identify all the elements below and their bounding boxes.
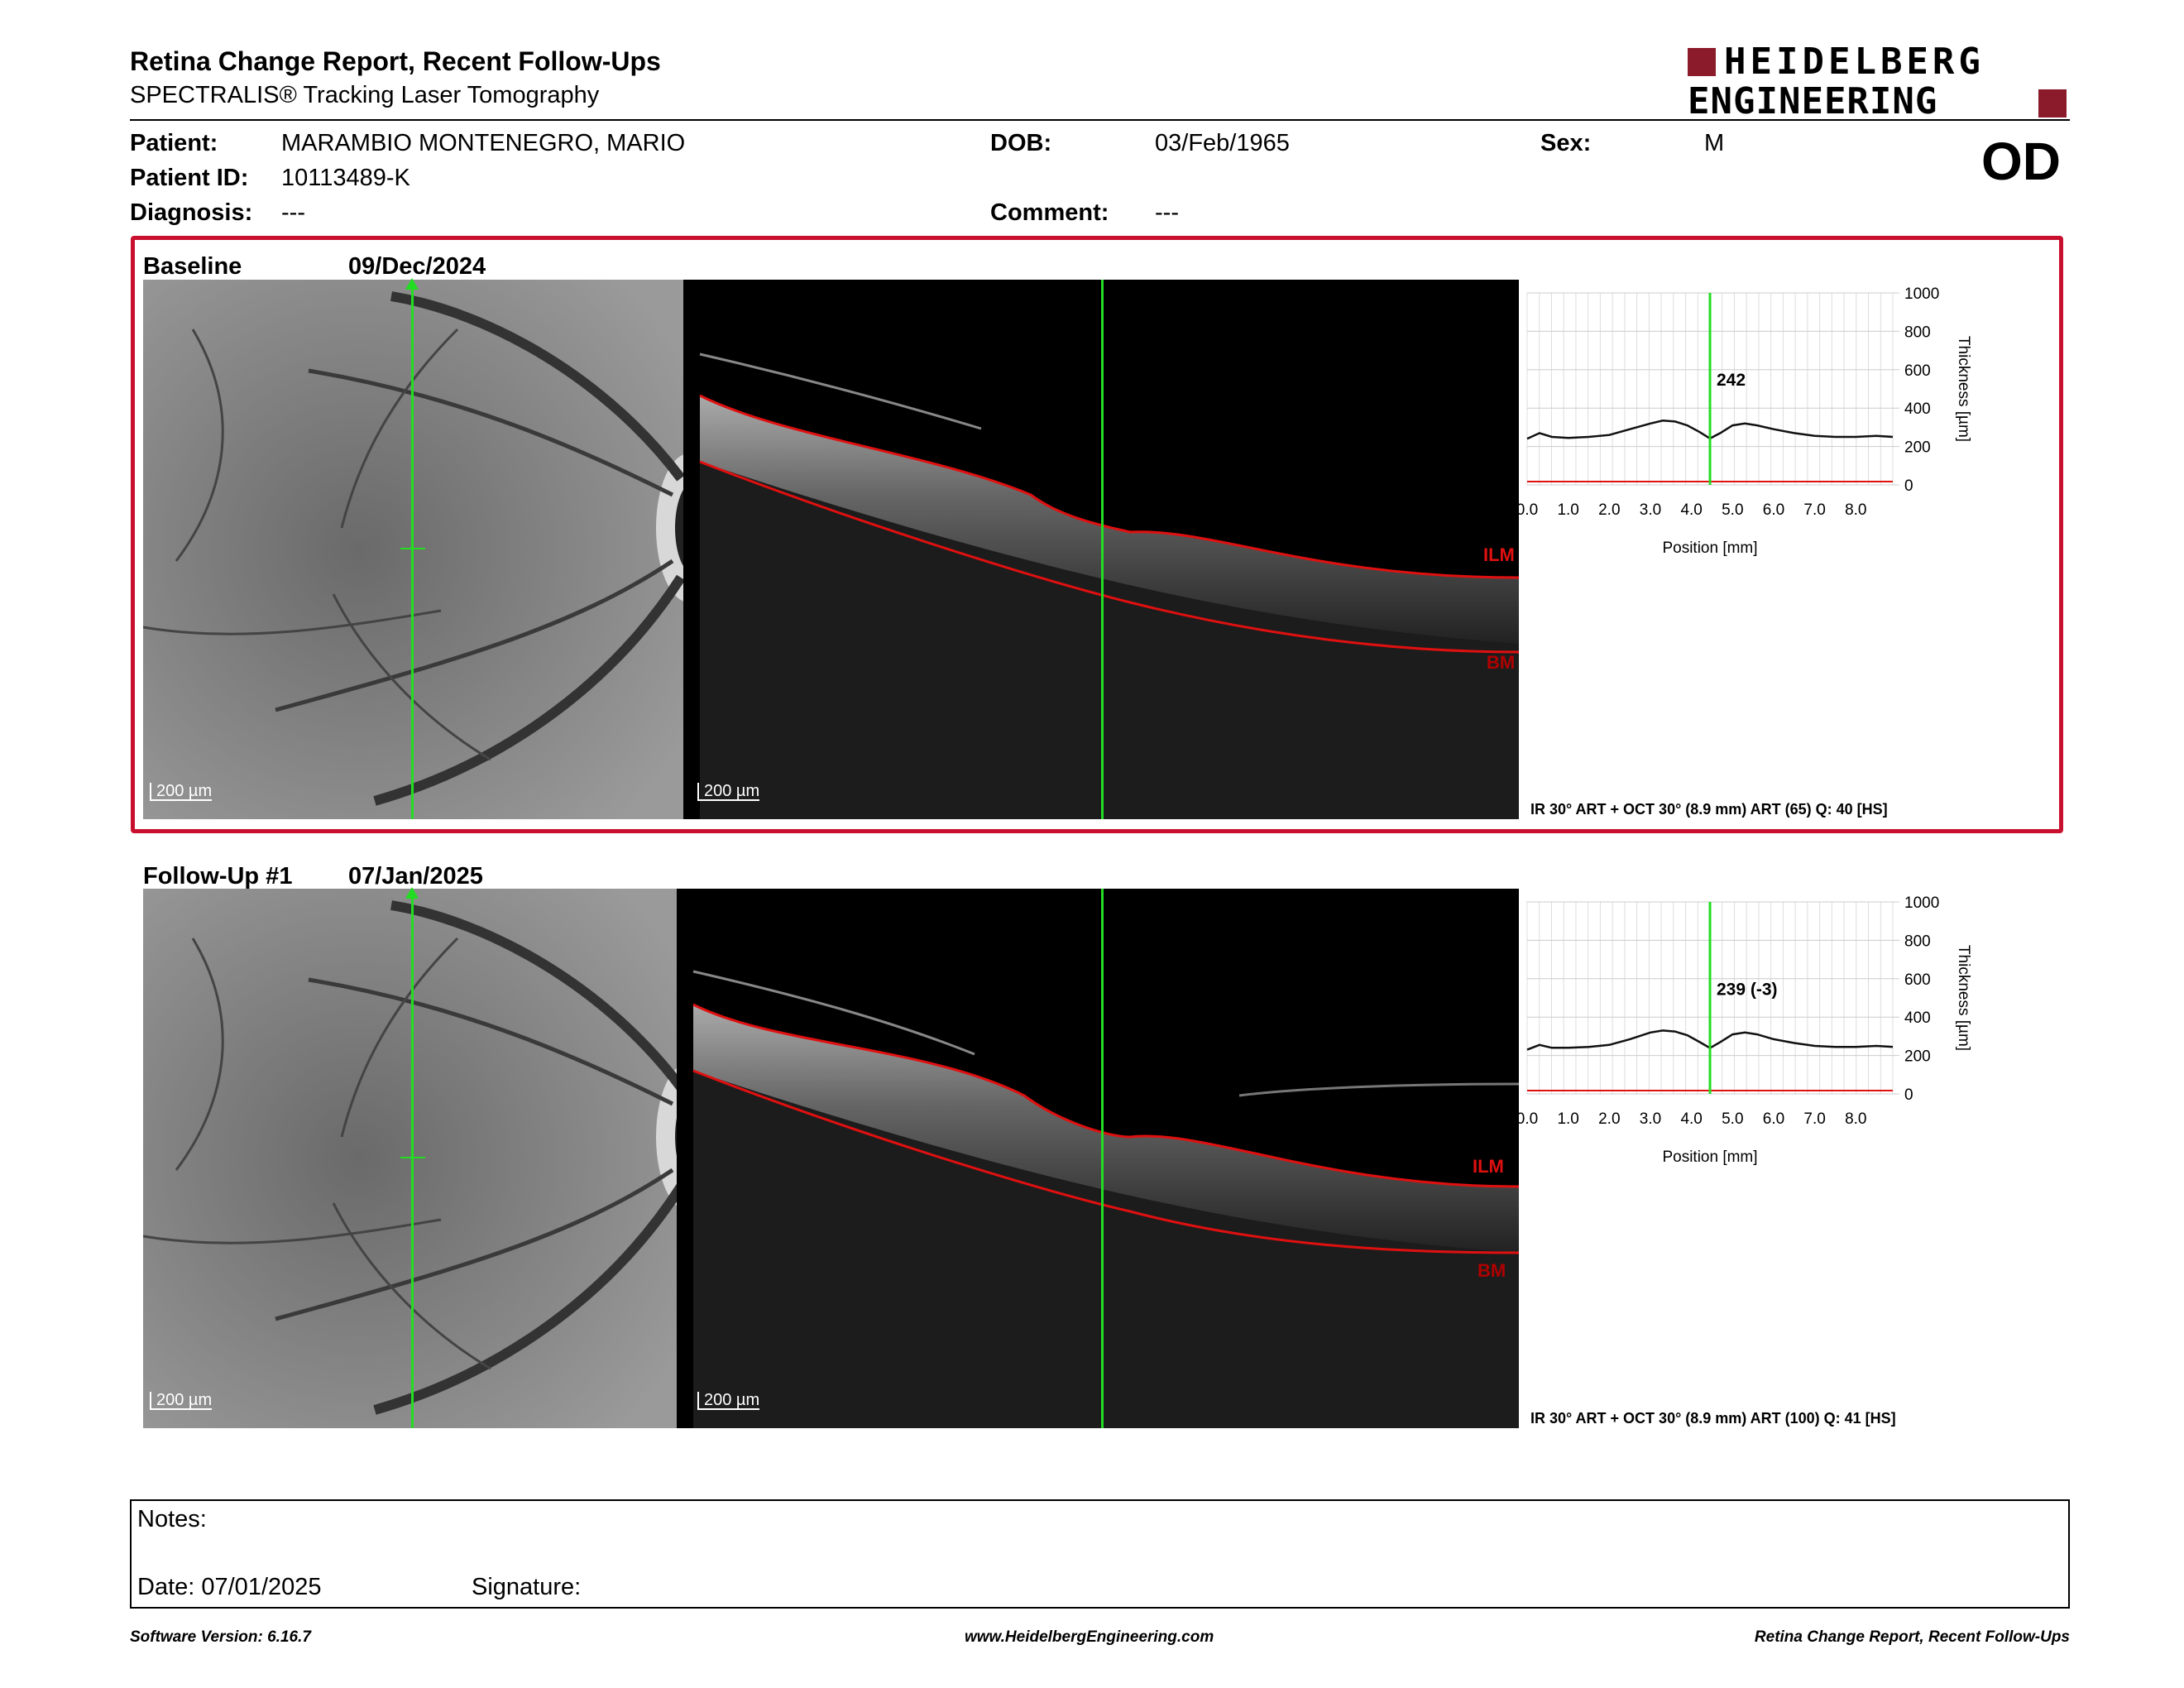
comment-label: Comment: <box>990 199 1109 226</box>
exam-date: 09/Dec/2024 <box>348 253 486 280</box>
website-link[interactable]: www.HeidelbergEngineering.com <box>965 1628 1214 1646</box>
notes-box[interactable]: Notes: Date: 07/01/2025 Signature: <box>130 1499 2070 1609</box>
scan-direction-arrow-icon <box>405 278 419 290</box>
x-tick-label: 6.0 <box>1763 1110 1784 1128</box>
x-axis-label: Position [mm] <box>1662 539 1757 557</box>
fundus-scale-bar: 200 µm <box>150 783 213 801</box>
y-tick-label: 800 <box>1904 933 1931 950</box>
marker-value-label: 239 (-3) <box>1717 981 1778 1000</box>
logo-square-icon-2 <box>2038 89 2067 117</box>
scan-position-line <box>411 889 414 1428</box>
eye-laterality: OD <box>1981 132 2061 191</box>
x-tick-label: 8.0 <box>1845 1110 1866 1128</box>
sex-value: M <box>1704 130 1725 156</box>
x-tick-label: 5.0 <box>1722 1110 1743 1128</box>
y-tick-label: 400 <box>1904 400 1931 418</box>
x-tick-label: 1.0 <box>1557 501 1578 519</box>
thickness-series-line <box>1526 420 1894 440</box>
y-tick-label: 800 <box>1904 324 1931 341</box>
x-tick-label: 3.0 <box>1640 501 1661 519</box>
exam-label: Follow-Up #1 <box>143 863 293 890</box>
x-tick-label: 4.0 <box>1680 501 1702 519</box>
patient-id-label: Patient ID: <box>130 165 249 191</box>
bm-label: BM <box>1487 652 1516 673</box>
thickness-chart: 0 200 400 600 800 1000 0.0 1.0 2.0 3.0 4.0 5.0 6.0 7.… <box>1519 285 1972 557</box>
logo-line-2: ENGINEERING <box>1688 80 1938 122</box>
scan-info: IR 30° ART + OCT 30° (8.9 mm) ART (100) … <box>1530 1410 1896 1427</box>
heidelberg-logo: HEIDELBERG ENGINEERING <box>1688 43 2068 122</box>
header-divider <box>130 119 2070 121</box>
oct-layers <box>699 352 1519 819</box>
signature-label: Signature: <box>472 1574 582 1600</box>
report-title: Retina Change Report, Recent Follow-Ups <box>130 46 661 76</box>
patient-name: MARAMBIO MONTENEGRO, MARIO <box>281 130 686 156</box>
x-tick-label: 1.0 <box>1557 1110 1578 1128</box>
notes-label: Notes: <box>137 1506 207 1532</box>
y-tick-label: 0 <box>1904 477 1913 495</box>
x-tick-label: 0.0 <box>1519 501 1538 519</box>
oct-scale-bar: 200 µm <box>697 783 760 801</box>
y-tick-label: 0 <box>1904 1086 1913 1104</box>
dob-value: 03/Feb/1965 <box>1155 130 1290 156</box>
baseline-highlight-frame <box>131 236 2063 833</box>
patient-id: 10113489-K <box>281 165 410 191</box>
scan-direction-arrow-icon <box>405 887 419 899</box>
comment-value: --- <box>1155 199 1179 226</box>
thickness-chart: 0 200 400 600 800 1000 0.0 1.0 2.0 3.0 4.0 5.0 6.0 7.… <box>1519 894 1972 1166</box>
scan-position-line <box>411 280 414 819</box>
oct-scan-position-line <box>1101 280 1104 819</box>
x-tick-label: 2.0 <box>1598 501 1620 519</box>
oct-scan-position-line <box>1101 889 1104 1428</box>
bm-label: BM <box>1478 1260 1506 1281</box>
x-tick-label: 3.0 <box>1640 1110 1661 1128</box>
exam-label: Baseline <box>143 253 242 280</box>
diagnosis-value: --- <box>281 199 305 226</box>
diagnosis-label: Diagnosis: <box>130 199 253 226</box>
y-axis-label: Thickness [µm] <box>1955 945 1972 1051</box>
y-tick-label: 600 <box>1904 971 1931 989</box>
ilm-label: ILM <box>1483 544 1515 565</box>
y-tick-label: 200 <box>1904 439 1931 457</box>
date-label: Date: 07/01/2025 <box>137 1574 322 1600</box>
logo-square-icon <box>1688 48 1716 76</box>
x-tick-label: 8.0 <box>1845 501 1866 519</box>
exam-date: 07/Jan/2025 <box>348 863 483 890</box>
software-version: Software Version: 6.16.7 <box>130 1628 311 1646</box>
thickness-series-line <box>1526 1029 1894 1051</box>
y-tick-label: 600 <box>1904 362 1931 380</box>
x-axis-label: Position [mm] <box>1662 1149 1757 1166</box>
footer-report-name: Retina Change Report, Recent Follow-Ups <box>1754 1628 2070 1646</box>
x-tick-label: 2.0 <box>1598 1110 1620 1128</box>
fundus-scale-bar: 200 µm <box>150 1392 213 1410</box>
y-tick-label: 1000 <box>1904 894 1939 912</box>
report-subtitle: SPECTRALIS® Tracking Laser Tomography <box>130 82 600 108</box>
ilm-label: ILM <box>1473 1156 1504 1177</box>
patient-name-label: Patient: <box>130 130 218 156</box>
oct-scale-bar: 200 µm <box>697 1392 760 1410</box>
x-tick-label: 0.0 <box>1519 1110 1538 1128</box>
oct-layers <box>692 970 1519 1428</box>
sex-label: Sex: <box>1540 130 1592 156</box>
fovea-marker <box>400 1157 425 1158</box>
x-tick-label: 4.0 <box>1680 1110 1702 1128</box>
x-tick-label: 7.0 <box>1803 501 1825 519</box>
oct-bscan <box>677 889 1519 1428</box>
x-tick-label: 7.0 <box>1803 1110 1825 1128</box>
x-tick-label: 6.0 <box>1763 501 1784 519</box>
y-axis-label: Thickness [µm] <box>1955 336 1972 442</box>
dob-label: DOB: <box>990 130 1052 156</box>
y-tick-label: 200 <box>1904 1048 1931 1066</box>
logo-line-1: HEIDELBERG <box>1724 41 1985 83</box>
scan-info: IR 30° ART + OCT 30° (8.9 mm) ART (65) Q… <box>1530 801 1888 818</box>
fovea-marker <box>400 548 425 549</box>
y-tick-label: 400 <box>1904 1009 1931 1027</box>
y-tick-label: 1000 <box>1904 285 1939 303</box>
marker-value-label: 242 <box>1717 371 1746 390</box>
x-tick-label: 5.0 <box>1722 501 1743 519</box>
